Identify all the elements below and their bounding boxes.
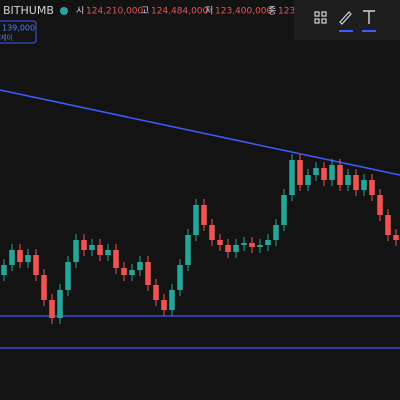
badge-price: 139,000 xyxy=(2,24,35,33)
header: BITHUMB 시 124,210,000 고 124,484,000 저 12… xyxy=(0,4,298,44)
low-label: 저 xyxy=(205,6,213,17)
open-value: 124,210,000 xyxy=(86,7,144,17)
high-value: 124,484,000 xyxy=(151,7,209,17)
candle-body xyxy=(281,195,287,225)
text-tool[interactable] xyxy=(363,10,375,24)
candle-body xyxy=(289,160,295,195)
candle-body xyxy=(345,175,351,185)
candle-body xyxy=(225,245,231,252)
badge-sub: 게이 xyxy=(0,33,13,42)
candle-body xyxy=(81,240,87,250)
high-label: 고 xyxy=(141,7,149,17)
symbol: BITHUMB xyxy=(3,4,54,17)
price-badge[interactable] xyxy=(0,20,37,44)
candle-body xyxy=(177,265,183,290)
candle-body xyxy=(337,165,343,185)
candle-body xyxy=(249,243,255,247)
candle-body xyxy=(297,160,303,185)
candle-body xyxy=(265,240,271,245)
candle-body xyxy=(137,262,143,270)
candle-body xyxy=(161,300,167,310)
candle-body xyxy=(113,250,119,268)
candle-body xyxy=(57,290,63,318)
candle-body xyxy=(305,175,311,185)
candle-body xyxy=(121,268,127,275)
status-dot xyxy=(60,7,68,15)
candle-body xyxy=(65,262,71,290)
candle-body xyxy=(201,205,207,225)
candle-body xyxy=(361,180,367,190)
candle-body xyxy=(169,290,175,310)
candle-body xyxy=(17,250,23,262)
candle-body xyxy=(241,243,247,245)
low-value: 123,400,000 xyxy=(215,7,273,17)
candle-body xyxy=(329,165,335,180)
open-label: 시 xyxy=(76,6,84,17)
candle-body xyxy=(89,245,95,250)
candle-body xyxy=(377,195,383,215)
candle-body xyxy=(33,255,39,275)
candle-body xyxy=(105,250,111,255)
candle-body xyxy=(369,180,375,195)
candle-body xyxy=(185,235,191,265)
candle-body xyxy=(25,255,31,262)
candle-body xyxy=(193,205,199,235)
candle-body xyxy=(49,300,55,318)
plot xyxy=(0,154,400,349)
candle-body xyxy=(273,225,279,240)
candle-body xyxy=(145,262,151,285)
candle-body xyxy=(233,245,239,252)
candle-body xyxy=(9,250,15,265)
candle-body xyxy=(217,240,223,245)
candle-body xyxy=(385,215,391,235)
candle-body xyxy=(353,175,359,190)
candle-body xyxy=(153,285,159,300)
close-value: 123, xyxy=(278,7,298,17)
candle-body xyxy=(129,270,135,275)
candle-body xyxy=(393,235,399,240)
toolbar-bg xyxy=(294,0,400,40)
brush-tool[interactable] xyxy=(339,11,352,25)
candle-body xyxy=(257,245,263,247)
candle-body xyxy=(209,225,215,240)
candle-body xyxy=(1,265,7,275)
candle-body xyxy=(73,240,79,262)
toolbar xyxy=(294,0,400,40)
close-label: 종 xyxy=(268,6,276,17)
candle-body xyxy=(97,245,103,255)
candle-body xyxy=(321,168,327,180)
trend-line xyxy=(0,89,400,176)
candle-body xyxy=(41,275,47,300)
candle-body xyxy=(313,168,319,175)
shapes-tool[interactable] xyxy=(314,11,327,24)
